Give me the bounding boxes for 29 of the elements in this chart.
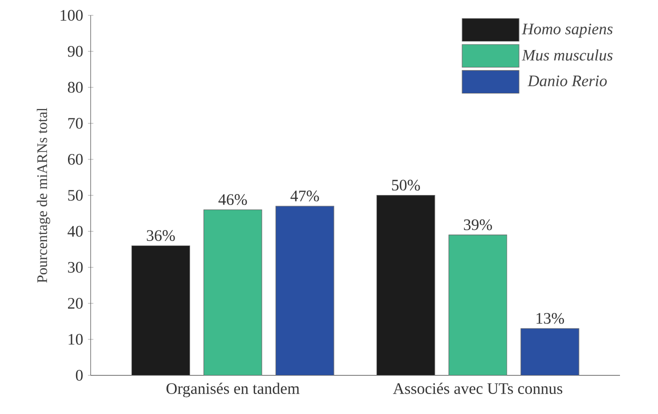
bar	[276, 206, 334, 376]
y-tick-label: 20	[68, 298, 83, 309]
x-tick-label: Associés avec UTs connus	[393, 382, 562, 394]
y-tick-label: 0	[76, 370, 83, 381]
bar	[448, 234, 508, 376]
bar	[203, 209, 262, 376]
legend-label: Homo sapiens	[522, 24, 613, 38]
y-axis-title: Pourcentage de miARNs total	[36, 108, 50, 283]
data-label: 39%	[464, 219, 492, 230]
x-tick-label: Organisés en tandem	[166, 382, 300, 398]
data-label: 46%	[218, 194, 247, 206]
bar	[376, 195, 436, 376]
bar	[131, 245, 190, 376]
y-tick-label: 70	[68, 118, 83, 129]
data-label: 50%	[392, 180, 420, 191]
legend-label: Danio Rerio	[528, 76, 607, 86]
y-tick-label: 80	[68, 82, 83, 93]
data-label: 36%	[146, 230, 175, 242]
y-tick-label: 90	[68, 46, 83, 57]
bar	[520, 328, 580, 376]
y-tick-label: 40	[68, 226, 83, 237]
y-tick-label: 10	[68, 334, 83, 345]
data-label: 13%	[536, 312, 564, 324]
y-tick-label: 50	[68, 190, 83, 201]
data-label: 47%	[290, 190, 319, 202]
y-tick-label: 100	[60, 10, 83, 21]
y-tick-label: 60	[68, 154, 83, 165]
legend-label: Mus musculus	[522, 49, 613, 61]
y-tick-label: 30	[68, 262, 83, 273]
